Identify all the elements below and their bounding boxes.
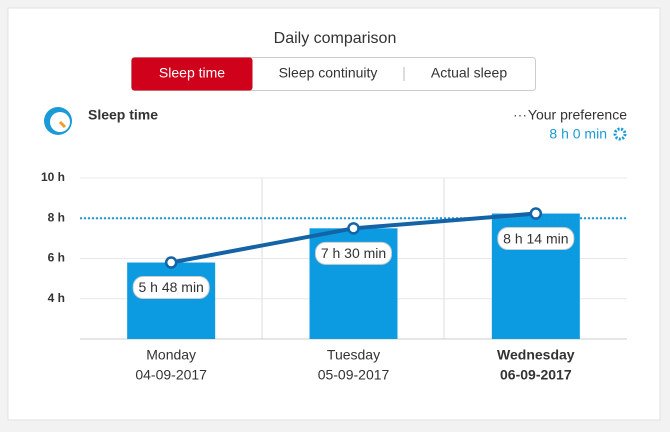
value-label-box xyxy=(132,276,210,300)
settings-icon[interactable] xyxy=(613,127,627,141)
x-tick-date: 04-09-2017 xyxy=(135,367,207,383)
chart-title: Sleep time xyxy=(88,107,158,123)
y-tick-label: 6 h xyxy=(48,251,65,265)
y-tick-label: 10 h xyxy=(41,170,65,184)
value-label: 7 h 30 min xyxy=(321,245,386,261)
value-label: 8 h 14 min xyxy=(503,230,568,246)
header-title: Daily comparison xyxy=(274,30,397,47)
x-tick-label: Wednesday xyxy=(497,347,575,363)
y-tick-label: 4 h xyxy=(48,291,65,305)
tab[interactable]: Sleep continuity xyxy=(279,65,378,81)
legend-marker: ··· xyxy=(513,107,527,123)
point xyxy=(347,222,360,235)
tab[interactable]: Sleep time xyxy=(159,65,225,81)
legend-label: Your preference xyxy=(528,107,627,123)
value-label-box xyxy=(497,227,575,251)
preference-value: 8 h 0 min xyxy=(549,126,607,142)
value-label: 5 h 48 min xyxy=(138,279,203,295)
x-tick-date: 06-09-2017 xyxy=(500,367,572,383)
tab-active[interactable] xyxy=(131,57,253,91)
point xyxy=(164,256,178,269)
tab[interactable]: Actual sleep xyxy=(431,65,507,81)
x-tick-label: Tuesday xyxy=(327,347,380,363)
x-tick-label: Monday xyxy=(146,347,196,363)
value-label-box xyxy=(315,241,392,265)
x-tick-date: 05-09-2017 xyxy=(318,367,390,383)
bar xyxy=(127,262,216,339)
point xyxy=(529,207,543,220)
icon xyxy=(58,120,67,129)
y-tick-label: 8 h xyxy=(48,210,65,224)
